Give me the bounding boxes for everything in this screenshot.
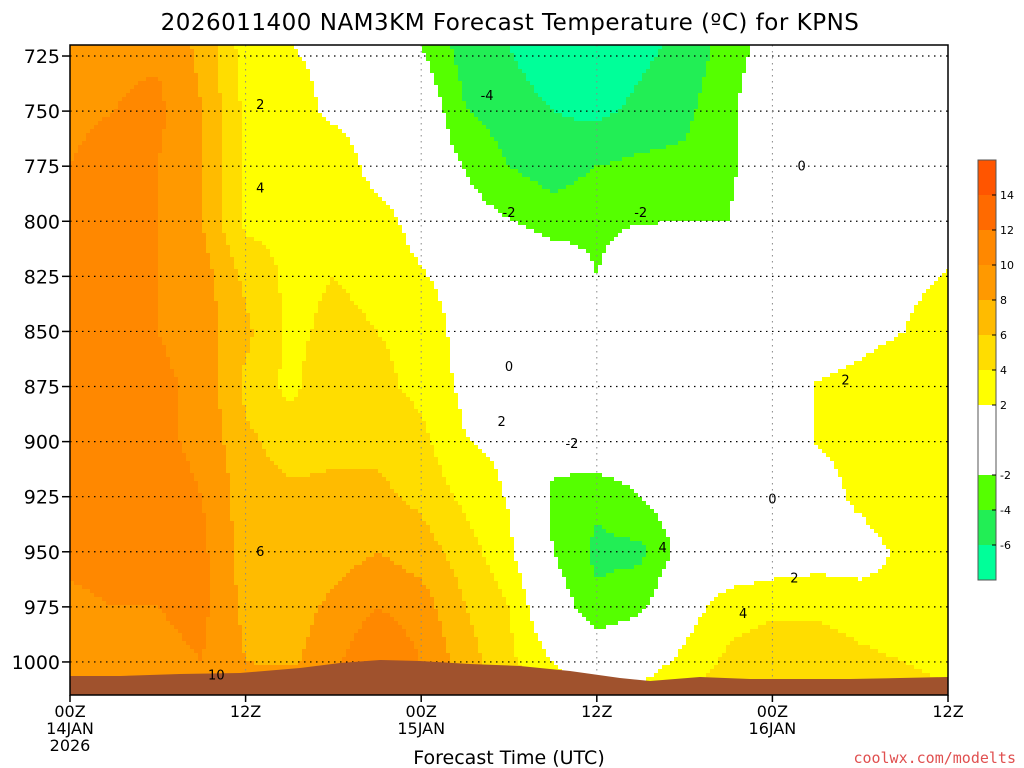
x-tick-label: 00Z 16JAN	[749, 702, 797, 738]
x-tick-label: 12Z	[932, 702, 963, 721]
colorbar-tick-label: 2	[1000, 399, 1007, 412]
colorbar-tick-label: 10	[1000, 259, 1014, 272]
chart-title: 2026011400 NAM3KM Forecast Temperature (…	[161, 10, 860, 36]
y-tick-label: 825	[24, 266, 60, 288]
colorbar-band	[978, 230, 996, 265]
contour-label: 0	[505, 360, 513, 375]
colorbar-tick-label: 6	[1000, 329, 1007, 342]
colorbar-band	[978, 160, 996, 195]
contour-label: 4	[739, 607, 747, 622]
contour-label: -2	[503, 206, 516, 221]
y-tick-label: 900	[24, 432, 60, 454]
colorbar-band	[978, 545, 996, 580]
plot-frame	[69, 44, 949, 696]
contour-label: -2	[634, 206, 647, 221]
temperature-field	[70, 45, 948, 695]
credit-text: coolwx.com/modelts	[853, 749, 1016, 767]
y-tick-label: 775	[24, 156, 60, 178]
y-tick-label: 725	[24, 46, 60, 68]
contour-label: 6	[256, 545, 264, 560]
colorbar-band	[978, 300, 996, 335]
x-tick-label: 00Z 15JAN	[397, 702, 445, 738]
colorbar-band	[978, 405, 996, 475]
y-axis: 725 750 775 800 825 850 875 900 925 950 975 1000	[12, 46, 70, 674]
contour-label: 2	[256, 98, 264, 113]
y-tick-label: 850	[24, 321, 60, 343]
y-tick-label: 950	[24, 542, 60, 564]
colorbar-tick-label: -4	[1000, 504, 1011, 517]
colorbar-tick-label: 14	[1000, 189, 1014, 202]
contour-label: -4	[481, 89, 494, 104]
y-tick-label: 975	[24, 597, 60, 619]
colorbar-tick-label: -6	[1000, 539, 1011, 552]
contour-label: 4	[659, 541, 667, 556]
contour-label: 2	[841, 373, 849, 388]
contour-label: 4	[256, 182, 264, 197]
x-axis: 00Z 14JAN 2026 12Z 00Z 15JAN 12Z 00Z 16JAN 12Z	[46, 695, 964, 755]
contour-labels: 2 4 6 10 -4 -2 -2 0 0 2 -2 4 0 2 4 2	[208, 89, 850, 683]
x-tick-label: 12Z	[230, 702, 261, 721]
contour-label: 0	[768, 492, 776, 507]
x-tick-label: 12Z	[581, 702, 612, 721]
colorbar-band	[978, 195, 996, 230]
contour-label: 2	[498, 415, 506, 430]
ground	[70, 660, 948, 695]
y-tick-label: 800	[24, 211, 60, 233]
colorbar-band	[978, 335, 996, 370]
colorbar-tick-label: 4	[1000, 364, 1007, 377]
y-tick-label: 1000	[12, 652, 60, 674]
contour-label: 10	[208, 669, 225, 684]
colorbar-band	[978, 475, 996, 510]
y-tick-label: 875	[24, 377, 60, 399]
y-tick-label: 750	[24, 101, 60, 123]
colorbar: 14 12 10 8 6 4 2 -2 -4 -6	[977, 159, 1014, 581]
colorbar-tick-label: 8	[1000, 294, 1007, 307]
y-tick-label: 925	[24, 487, 60, 509]
colorbar-band	[978, 265, 996, 300]
contour-label: 0	[798, 160, 806, 175]
x-tick-label: 00Z 14JAN 2026	[46, 702, 94, 755]
colorbar-tick-label: -2	[1000, 469, 1011, 482]
colorbar-band	[978, 370, 996, 405]
contour-label: 2	[790, 572, 798, 587]
contour-label: -2	[565, 437, 578, 452]
x-axis-title: Forecast Time (UTC)	[413, 747, 604, 768]
colorbar-tick-label: 12	[1000, 224, 1014, 237]
colorbar-band	[978, 510, 996, 545]
